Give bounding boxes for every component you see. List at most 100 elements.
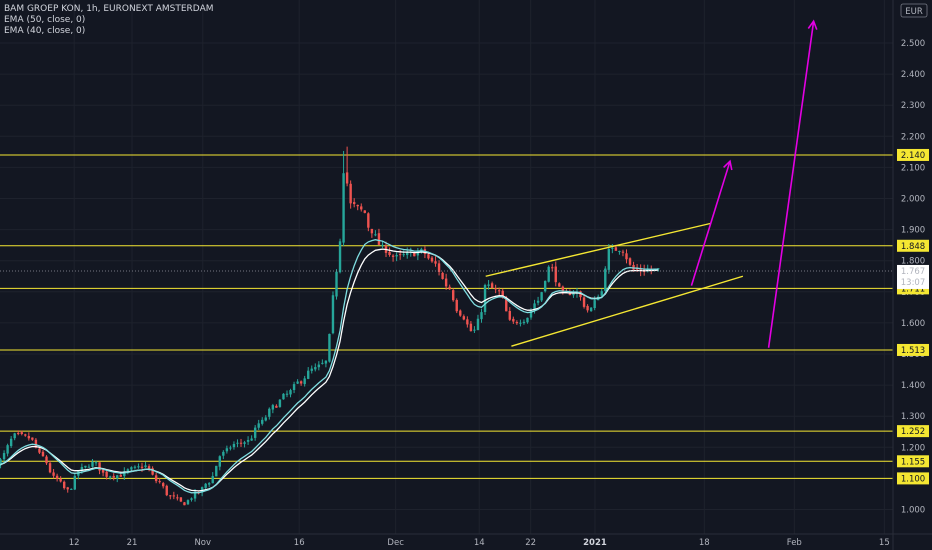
- candle-body: [151, 468, 154, 475]
- candle-body: [144, 465, 147, 468]
- candle-body: [80, 466, 84, 471]
- candle-body: [62, 481, 66, 489]
- candle-body: [607, 249, 611, 270]
- candle-body: [600, 291, 603, 296]
- level-price-label: 1.155: [901, 457, 925, 467]
- candle-body: [441, 272, 444, 279]
- candle-body: [561, 286, 565, 293]
- candle-body: [437, 263, 441, 272]
- candle-body: [94, 462, 98, 464]
- candle-body: [261, 419, 264, 424]
- candle-body: [497, 290, 501, 292]
- candle-body: [324, 360, 328, 364]
- candle-body: [73, 475, 77, 490]
- price-tick-label: 2.000: [901, 195, 925, 205]
- candle-body: [522, 321, 526, 324]
- bar-countdown: 13:07: [901, 278, 926, 288]
- ema-40-line: [0, 239, 659, 494]
- candle-body: [87, 466, 91, 468]
- candle-body: [452, 290, 455, 301]
- candle-body: [490, 283, 494, 289]
- candle-body: [568, 292, 572, 296]
- candle-body: [307, 370, 310, 379]
- candle-body: [466, 319, 469, 325]
- price-axis[interactable]: 2.500 2.400 2.300 2.200 2.100 2.000 1.900 1.800…: [892, 0, 929, 550]
- candle-body: [416, 251, 420, 256]
- arrow-head: [723, 159, 733, 171]
- level-price-label: 1.848: [901, 242, 925, 252]
- channel-trend-line[interactable]: [485, 222, 711, 277]
- price-tick-label: 2.500: [901, 39, 925, 49]
- price-tick-label: 2.400: [901, 70, 925, 80]
- candle-body: [55, 475, 59, 479]
- candle-body: [289, 390, 292, 395]
- channel-trend-line[interactable]: [511, 275, 744, 347]
- currency-label: EUR: [905, 7, 923, 17]
- candle-body: [586, 305, 589, 311]
- time-tick-label: 16: [294, 538, 305, 548]
- candle-body: [116, 475, 119, 479]
- candle-body: [345, 172, 349, 184]
- candle-body: [38, 448, 41, 453]
- time-tick-label: 12: [69, 538, 80, 548]
- time-tick-label: 14: [474, 538, 485, 548]
- level-price-badge-bg: [897, 472, 929, 485]
- candle-body: [363, 210, 366, 213]
- candle-body: [70, 488, 73, 490]
- candle-body: [367, 213, 370, 228]
- candle-body: [225, 448, 229, 452]
- candle-body: [434, 261, 437, 264]
- level-price-badge: 2.140: [897, 148, 929, 161]
- candle-body: [204, 483, 207, 488]
- level-price-label: 1.711: [901, 284, 925, 294]
- candle-body: [579, 291, 582, 298]
- price-tick-label: 1.600: [901, 319, 925, 329]
- candle-body: [282, 393, 285, 400]
- candle-body: [165, 485, 168, 496]
- candle-body: [52, 472, 55, 476]
- candle-body: [508, 311, 511, 320]
- price-tick-label: 1.200: [901, 443, 925, 453]
- time-axis[interactable]: 12 21 Nov 16 Dec 14 22 2021 18 Feb 15: [0, 533, 932, 548]
- candle-body: [519, 322, 522, 324]
- candle-body: [476, 318, 480, 331]
- candle-body: [140, 466, 144, 468]
- drawings[interactable]: [485, 19, 818, 348]
- candle-body: [427, 254, 430, 259]
- candle-body: [9, 438, 13, 447]
- level-price-badge-bg: [897, 425, 929, 438]
- level-price-badge-bg: [897, 343, 929, 356]
- candle-body: [190, 498, 193, 500]
- candle-body: [48, 463, 52, 473]
- level-price-badge-bg: [897, 148, 929, 161]
- candle-body: [211, 476, 214, 484]
- arrow-line[interactable]: [690, 160, 731, 286]
- candle-body: [356, 204, 359, 207]
- candle-body: [370, 228, 374, 234]
- candle-body: [278, 399, 282, 407]
- arrow-head: [807, 19, 818, 30]
- time-tick-label: Dec: [387, 538, 404, 548]
- candle-body: [310, 368, 313, 371]
- arrow-line[interactable]: [767, 21, 815, 348]
- time-tick-label: Nov: [194, 538, 211, 548]
- candle-body: [268, 408, 271, 417]
- candle-body: [543, 280, 547, 292]
- price-tick-label: 1.300: [901, 412, 925, 422]
- candle-body: [275, 405, 278, 408]
- legend-ema50: EMA (50, close, 0): [4, 15, 86, 25]
- candle-body: [31, 437, 34, 440]
- candle-body: [430, 257, 434, 262]
- level-price-label: 1.513: [901, 346, 925, 356]
- candle-body: [162, 483, 165, 487]
- candle-body: [91, 461, 94, 467]
- candle-body: [27, 436, 31, 439]
- candle-body: [547, 266, 550, 282]
- price-tick-label: 1.400: [901, 381, 925, 391]
- level-price-label: 2.140: [901, 151, 925, 161]
- currency-badge[interactable]: EUR: [900, 3, 928, 18]
- candle-body: [59, 478, 62, 482]
- candle-body: [505, 297, 508, 312]
- candle-body: [551, 267, 554, 269]
